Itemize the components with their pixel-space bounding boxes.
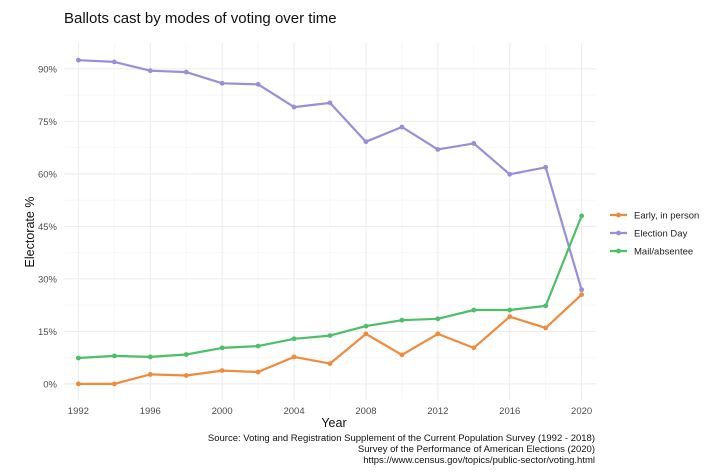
caption-url: https://www.census.gov/topics/public-sec… bbox=[363, 455, 595, 466]
data-point-election-day bbox=[111, 59, 117, 65]
data-point-early-in-person bbox=[219, 368, 225, 373]
x-tick-label: 2016 bbox=[499, 406, 520, 417]
legend-label: Mail/absentee bbox=[634, 247, 693, 258]
y-tick-label: 15% bbox=[38, 327, 58, 338]
data-point-early-in-person bbox=[111, 381, 117, 387]
x-axis-title: Year bbox=[321, 416, 346, 430]
data-point-early-in-person bbox=[435, 331, 441, 337]
x-tick-label: 1996 bbox=[140, 406, 161, 417]
data-point-early-in-person bbox=[255, 369, 261, 375]
data-point-early-in-person bbox=[579, 292, 585, 298]
data-point-early-in-person bbox=[183, 373, 189, 378]
data-point-early-in-person bbox=[291, 354, 297, 360]
data-point-mail-absentee bbox=[219, 345, 225, 351]
y-tick-label: 45% bbox=[38, 222, 58, 233]
data-point-election-day bbox=[327, 100, 333, 106]
data-point-mail-absentee bbox=[507, 307, 513, 313]
x-tick-label: 1992 bbox=[68, 406, 89, 417]
data-point-early-in-person bbox=[327, 361, 333, 366]
data-point-mail-absentee bbox=[111, 353, 117, 359]
y-tick-label: 60% bbox=[38, 169, 58, 180]
x-tick-label: 2012 bbox=[427, 406, 448, 417]
data-point-mail-absentee bbox=[399, 317, 405, 323]
data-point-election-day bbox=[291, 104, 297, 110]
data-point-election-day bbox=[435, 147, 441, 152]
x-tick-label: 2008 bbox=[355, 406, 376, 417]
data-point-election-day bbox=[183, 69, 189, 75]
data-point-early-in-person bbox=[399, 352, 405, 358]
legend-label: Early, in person bbox=[634, 211, 699, 222]
data-point-mail-absentee bbox=[147, 354, 153, 360]
data-point-election-day bbox=[399, 124, 405, 130]
data-series bbox=[75, 57, 585, 387]
y-tick-label: 30% bbox=[38, 274, 58, 285]
data-point-mail-absentee bbox=[327, 333, 333, 338]
data-point-mail-absentee bbox=[183, 352, 189, 357]
caption-survey: Survey of the Performance of American El… bbox=[357, 444, 595, 455]
gridlines bbox=[64, 43, 596, 400]
y-tick-label: 75% bbox=[38, 117, 58, 128]
data-point-early-in-person bbox=[75, 381, 81, 387]
x-tick-labels: 1992 1996 2000 2004 2008 2012 2016 2020 bbox=[68, 406, 592, 417]
data-point-mail-absentee bbox=[255, 343, 261, 349]
data-point-election-day bbox=[75, 57, 81, 63]
x-tick-label: 2004 bbox=[283, 406, 304, 417]
data-point-election-day bbox=[471, 141, 477, 146]
legend: Early, in person Election Day Mail/absente… bbox=[610, 211, 699, 258]
data-point-mail-absentee bbox=[579, 213, 585, 219]
data-point-early-in-person bbox=[363, 331, 369, 337]
data-point-election-day bbox=[147, 68, 153, 74]
data-point-election-day bbox=[363, 139, 369, 145]
y-tick-label: 0% bbox=[43, 379, 57, 390]
data-point-mail-absentee bbox=[543, 303, 549, 309]
legend-label: Election Day bbox=[634, 229, 688, 240]
data-point-election-day bbox=[255, 81, 261, 87]
legend-key-point bbox=[616, 248, 621, 254]
data-point-election-day bbox=[543, 164, 549, 170]
data-point-early-in-person bbox=[471, 345, 477, 351]
y-tick-labels: 0% 15% 30% 45% 60% 75% 90% bbox=[38, 64, 58, 390]
y-tick-label: 90% bbox=[38, 64, 58, 75]
x-tick-label: 2020 bbox=[571, 406, 592, 417]
data-point-mail-absentee bbox=[75, 355, 81, 361]
legend-key-point bbox=[616, 212, 621, 218]
data-point-mail-absentee bbox=[471, 307, 477, 313]
caption-source: Source: Voting and Registration Suppleme… bbox=[207, 433, 595, 444]
data-point-election-day bbox=[507, 171, 513, 177]
data-point-election-day bbox=[219, 80, 225, 86]
chart-title: Ballots cast by modes of voting over tim… bbox=[64, 10, 337, 27]
data-point-early-in-person bbox=[543, 325, 549, 331]
legend-key-point bbox=[616, 230, 621, 236]
x-tick-label: 2000 bbox=[212, 406, 233, 417]
data-point-election-day bbox=[579, 287, 585, 293]
y-axis-title: Electorate % bbox=[23, 197, 37, 268]
data-point-mail-absentee bbox=[435, 316, 441, 322]
data-point-mail-absentee bbox=[363, 323, 369, 329]
data-point-early-in-person bbox=[147, 372, 153, 377]
data-point-early-in-person bbox=[507, 314, 513, 320]
data-point-mail-absentee bbox=[291, 336, 297, 342]
